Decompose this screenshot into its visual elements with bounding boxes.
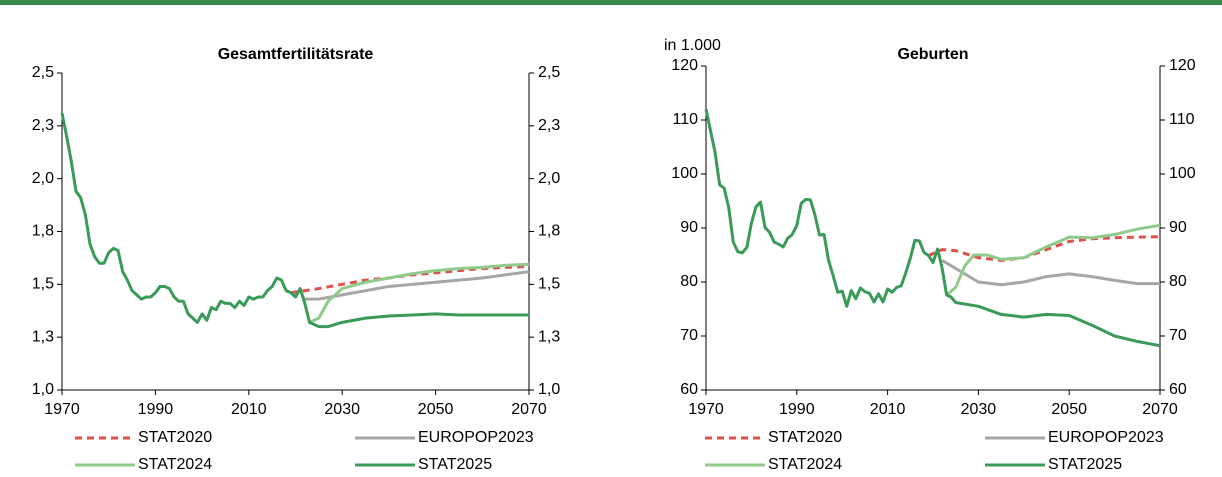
- y2-tick-label: 110: [1169, 111, 1195, 128]
- y-axis-label: in 1.000: [664, 37, 721, 54]
- y-tick-label: 2,3: [32, 117, 54, 134]
- chart-title: Geburten: [897, 46, 968, 63]
- y2-tick-label: 80: [1169, 273, 1187, 290]
- y2-tick-label: 90: [1169, 219, 1187, 236]
- y2-tick-label: 2,3: [538, 117, 560, 134]
- x-tick-label: 1970: [688, 401, 724, 418]
- legend-label: STAT2020: [768, 429, 842, 446]
- y-tick-label: 110: [672, 111, 698, 128]
- y2-tick-label: 1,3: [538, 328, 560, 345]
- legend-label: STAT2025: [418, 456, 492, 473]
- y-tick-label: 1,3: [32, 328, 54, 345]
- y-tick-label: 60: [680, 381, 698, 398]
- y-tick-label: 70: [680, 327, 698, 344]
- y2-tick-label: 60: [1169, 381, 1187, 398]
- series-line: [60, 112, 529, 329]
- legend-label: STAT2024: [768, 456, 842, 473]
- x-tick-label: 2010: [231, 401, 267, 418]
- y2-tick-label: 120: [1169, 57, 1196, 74]
- y-tick-label: 1,5: [32, 276, 54, 293]
- chart-title: Gesamtfertilitätsrate: [218, 46, 374, 63]
- y-tick-label: 90: [680, 219, 698, 236]
- y2-tick-label: 2,0: [538, 170, 560, 187]
- y2-tick-label: 1,0: [538, 381, 560, 398]
- y2-tick-label: 70: [1169, 327, 1187, 344]
- legend-label: STAT2025: [1048, 456, 1122, 473]
- y-tick-label: 2,0: [32, 170, 54, 187]
- y-tick-label: 120: [671, 57, 698, 74]
- series-line: [945, 223, 1161, 297]
- y2-tick-label: 1,8: [538, 223, 560, 240]
- top-bar: [0, 0, 1222, 5]
- y-tick-label: 1,8: [32, 223, 54, 240]
- y-tick-label: 100: [671, 165, 698, 182]
- series-line: [704, 108, 1161, 348]
- y2-tick-label: 2,5: [538, 64, 560, 81]
- series-line: [290, 264, 530, 295]
- y-tick-label: 80: [680, 273, 698, 290]
- x-tick-label: 2010: [870, 401, 906, 418]
- x-tick-label: 2070: [511, 401, 547, 418]
- legend-label: EUROPOP2023: [1048, 429, 1164, 446]
- x-tick-label: 2070: [1142, 401, 1178, 418]
- y2-tick-label: 1,5: [538, 276, 560, 293]
- x-tick-label: 2030: [961, 401, 997, 418]
- series-line: [941, 259, 1160, 287]
- x-tick-label: 2050: [1051, 401, 1087, 418]
- y-tick-label: 2,5: [32, 64, 54, 81]
- y2-tick-label: 100: [1169, 165, 1196, 182]
- x-tick-label: 2030: [324, 401, 360, 418]
- x-tick-label: 1970: [44, 401, 80, 418]
- series-line: [308, 262, 530, 324]
- legend-label: STAT2020: [138, 429, 212, 446]
- legend-label: EUROPOP2023: [418, 429, 534, 446]
- legend-label: STAT2024: [138, 456, 212, 473]
- y-tick-label: 1,0: [32, 381, 54, 398]
- x-tick-label: 1990: [779, 401, 815, 418]
- x-tick-label: 1990: [138, 401, 174, 418]
- x-tick-label: 2050: [418, 401, 454, 418]
